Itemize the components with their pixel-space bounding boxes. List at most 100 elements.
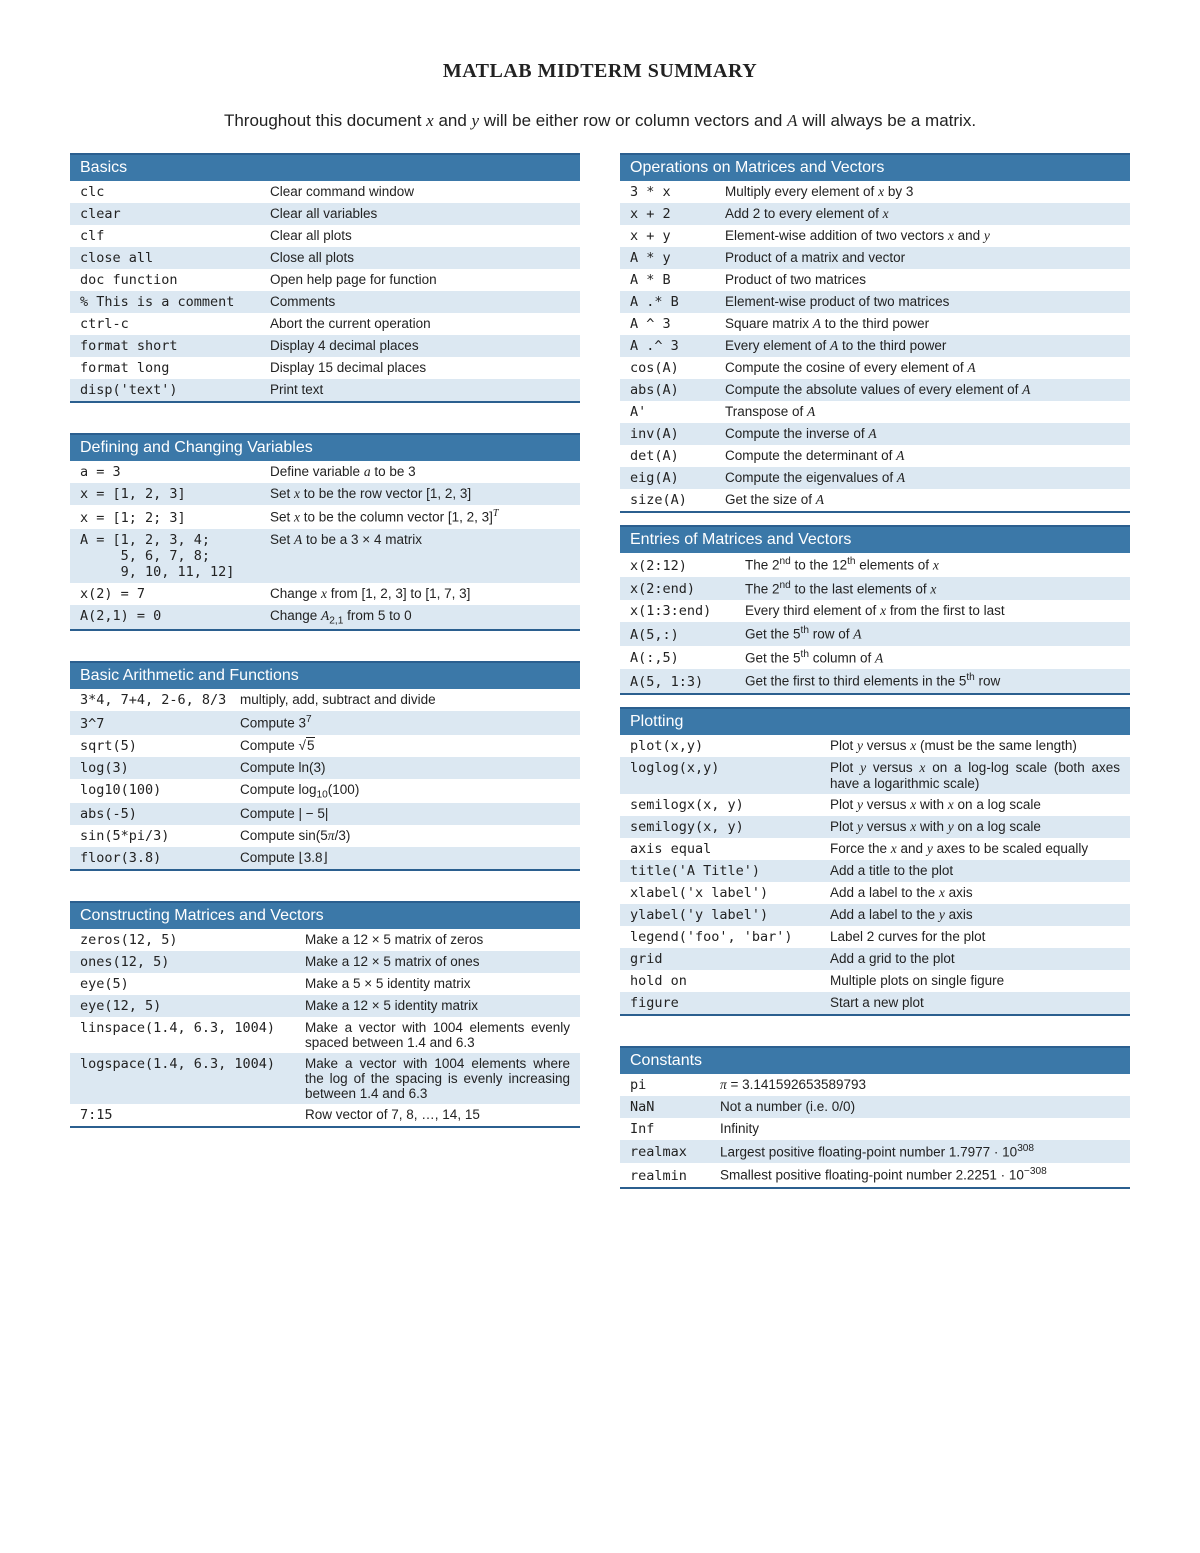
table-row: disp('text')Print text bbox=[70, 379, 580, 401]
table-row: InfInfinity bbox=[620, 1118, 1130, 1140]
table-row: loglog(x,y)Plot y versus x on a log-log … bbox=[620, 757, 1130, 794]
code-cell: linspace(1.4, 6.3, 1004) bbox=[80, 1020, 305, 1036]
desc-cell: Get the 5th column of A bbox=[745, 649, 1120, 667]
code-cell: loglog(x,y) bbox=[630, 760, 830, 776]
code-cell: ylabel('y label') bbox=[630, 907, 830, 923]
desc-cell: Get the 5th row of A bbox=[745, 625, 1120, 643]
desc-cell: Compute 37 bbox=[240, 714, 570, 731]
section-plotting: Plottingplot(x,y)Plot y versus x (must b… bbox=[620, 707, 1130, 1016]
desc-cell: Get the size of A bbox=[725, 492, 1120, 508]
code-cell: x + y bbox=[630, 228, 725, 244]
desc-cell: Change x from [1, 2, 3] to [1, 7, 3] bbox=[270, 586, 570, 602]
code-cell: size(A) bbox=[630, 492, 725, 508]
table-row: A * BProduct of two matrices bbox=[620, 269, 1130, 291]
desc-cell: Set x to be the column vector [1, 2, 3]T bbox=[270, 508, 570, 526]
code-cell: ones(12, 5) bbox=[80, 954, 305, 970]
desc-cell: Start a new plot bbox=[830, 995, 1120, 1010]
code-cell: sin(5*pi/3) bbox=[80, 828, 240, 844]
table-row: sin(5*pi/3)Compute sin(5π/3) bbox=[70, 825, 580, 847]
table-row: det(A)Compute the determinant of A bbox=[620, 445, 1130, 467]
table-row: eye(12, 5)Make a 12 × 5 identity matrix bbox=[70, 995, 580, 1017]
desc-cell: Compute log10(100) bbox=[240, 782, 570, 801]
code-cell: A(2,1) = 0 bbox=[80, 608, 270, 624]
table-row: clcClear command window bbox=[70, 181, 580, 203]
section-header: Constructing Matrices and Vectors bbox=[70, 903, 580, 929]
var-x: x bbox=[426, 111, 434, 130]
table-row: plot(x,y)Plot y versus x (must be the sa… bbox=[620, 735, 1130, 757]
desc-cell: Plot y versus x (must be the same length… bbox=[830, 738, 1120, 754]
desc-cell: Get the first to third elements in the 5… bbox=[745, 672, 1120, 689]
code-cell: realmax bbox=[630, 1144, 720, 1160]
code-cell: 3*4, 7+4, 2-6, 8/3 bbox=[80, 692, 240, 708]
code-cell: legend('foo', 'bar') bbox=[630, 929, 830, 945]
table-row: size(A)Get the size of A bbox=[620, 489, 1130, 511]
table-row: legend('foo', 'bar')Label 2 curves for t… bbox=[620, 926, 1130, 948]
desc-cell: Not a number (i.e. 0/0) bbox=[720, 1099, 1120, 1114]
desc-cell: Make a vector with 1004 elements where t… bbox=[305, 1056, 570, 1101]
table-row: zeros(12, 5)Make a 12 × 5 matrix of zero… bbox=[70, 929, 580, 951]
desc-cell: Plot y versus x with x on a log scale bbox=[830, 797, 1120, 813]
table-row: sqrt(5)Compute 5 bbox=[70, 735, 580, 757]
table-row: A * yProduct of a matrix and vector bbox=[620, 247, 1130, 269]
section-header: Basics bbox=[70, 155, 580, 181]
code-cell: semilogx(x, y) bbox=[630, 797, 830, 813]
desc-cell: The 2nd to the last elements of x bbox=[745, 580, 1120, 598]
section-arith: Basic Arithmetic and Functions3*4, 7+4, … bbox=[70, 661, 580, 871]
table-row: A(5, 1:3)Get the first to third elements… bbox=[620, 669, 1130, 693]
page-title: MATLAB MIDTERM SUMMARY bbox=[70, 60, 1130, 83]
desc-cell: Compute the determinant of A bbox=[725, 448, 1120, 464]
subtitle: Throughout this document x and y will be… bbox=[70, 111, 1130, 131]
table-row: semilogx(x, y)Plot y versus x with x on … bbox=[620, 794, 1130, 816]
table-row: abs(A)Compute the absolute values of eve… bbox=[620, 379, 1130, 401]
desc-cell: Make a vector with 1004 elements evenly … bbox=[305, 1020, 570, 1050]
desc-cell: Add a grid to the plot bbox=[830, 951, 1120, 966]
desc-cell: Clear all variables bbox=[270, 206, 570, 221]
table-row: figureStart a new plot bbox=[620, 992, 1130, 1014]
desc-cell: Compute 5 bbox=[240, 738, 570, 753]
code-cell: eig(A) bbox=[630, 470, 725, 486]
code-cell: x(2:12) bbox=[630, 558, 745, 574]
table-row: A(5,:)Get the 5th row of A bbox=[620, 622, 1130, 646]
code-cell: det(A) bbox=[630, 448, 725, 464]
desc-cell: Multiply every element of x by 3 bbox=[725, 184, 1120, 200]
desc-cell: Compute the inverse of A bbox=[725, 426, 1120, 442]
code-cell: x(2) = 7 bbox=[80, 586, 270, 602]
code-cell: x + 2 bbox=[630, 206, 725, 222]
table-row: A .* BElement-wise product of two matric… bbox=[620, 291, 1130, 313]
code-cell: NaN bbox=[630, 1099, 720, 1115]
code-cell: semilogy(x, y) bbox=[630, 819, 830, 835]
table-row: close allClose all plots bbox=[70, 247, 580, 269]
table-row: doc functionOpen help page for function bbox=[70, 269, 580, 291]
subtitle-text: will always be a matrix. bbox=[798, 111, 977, 130]
code-cell: logspace(1.4, 6.3, 1004) bbox=[80, 1056, 305, 1072]
desc-cell: Comments bbox=[270, 294, 570, 309]
desc-cell: Compute sin(5π/3) bbox=[240, 828, 570, 844]
code-cell: A(5,:) bbox=[630, 627, 745, 643]
table-row: gridAdd a grid to the plot bbox=[620, 948, 1130, 970]
subtitle-text: will be either row or column vectors and bbox=[479, 111, 787, 130]
code-cell: clf bbox=[80, 228, 270, 244]
code-cell: 3 * x bbox=[630, 184, 725, 200]
code-cell: inv(A) bbox=[630, 426, 725, 442]
desc-cell: Square matrix A to the third power bbox=[725, 316, 1120, 332]
columns: BasicsclcClear command windowclearClear … bbox=[70, 153, 1130, 1219]
code-cell: A(5, 1:3) bbox=[630, 674, 745, 690]
code-cell: x(2:end) bbox=[630, 581, 745, 597]
right-column: Operations on Matrices and Vectors3 * xM… bbox=[620, 153, 1130, 1219]
desc-cell: Define variable a to be 3 bbox=[270, 464, 570, 480]
desc-cell: Element-wise product of two matrices bbox=[725, 294, 1120, 309]
section-header: Constants bbox=[620, 1048, 1130, 1074]
table-row: ylabel('y label')Add a label to the y ax… bbox=[620, 904, 1130, 926]
code-cell: 3^7 bbox=[80, 716, 240, 732]
desc-cell: Set A to be a 3 × 4 matrix bbox=[270, 532, 570, 548]
table-row: logspace(1.4, 6.3, 1004)Make a vector wi… bbox=[70, 1053, 580, 1104]
table-row: format shortDisplay 4 decimal places bbox=[70, 335, 580, 357]
table-row: x + 2Add 2 to every element of x bbox=[620, 203, 1130, 225]
table-row: 3 * xMultiply every element of x by 3 bbox=[620, 181, 1130, 203]
desc-cell: Make a 12 × 5 identity matrix bbox=[305, 998, 570, 1013]
code-cell: log(3) bbox=[80, 760, 240, 776]
code-cell: x = [1; 2; 3] bbox=[80, 510, 270, 526]
desc-cell: Every third element of x from the first … bbox=[745, 603, 1120, 619]
table-row: log10(100)Compute log10(100) bbox=[70, 779, 580, 804]
table-row: piπ = 3.141592653589793 bbox=[620, 1074, 1130, 1096]
